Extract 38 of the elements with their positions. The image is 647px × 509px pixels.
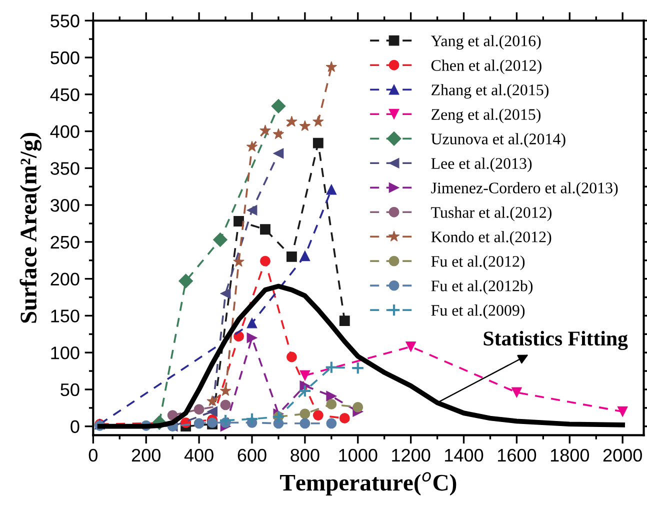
legend-label: Zhang et al.(2015) (432, 84, 548, 99)
y-tick-label: 200 (50, 272, 80, 286)
legend-label: Chen et al.(2012) (431, 60, 542, 74)
y-tick-label: 450 (50, 88, 80, 102)
y-axis-title: Surface Area(m²/g) (20, 132, 42, 323)
legend-label: Fu et al.(2012b) (431, 280, 533, 295)
x-tick-label: 1600 (498, 448, 536, 462)
x-tick-label: 1000 (339, 448, 378, 462)
x-tick-label: 1200 (392, 448, 430, 462)
y-tick-label: 100 (51, 346, 80, 360)
legend-label: Zeng et al.(2015) (432, 108, 541, 124)
x-tick-label: 600 (238, 448, 266, 462)
legend-label: Yang et al.(2016) (430, 35, 541, 50)
legend-label: Lee et al.(2013) (431, 158, 532, 172)
x-tick-label: 1800 (550, 448, 590, 462)
y-tick-label: 150 (51, 310, 80, 322)
x-tick-label: 1400 (445, 448, 484, 462)
x-tick-label: 200 (132, 448, 160, 462)
legend-label: Uzunova et al.(2014) (431, 133, 566, 148)
y-tick-label: 400 (50, 125, 80, 138)
x-axis-title: Temperature($^{o}$C) (280, 472, 456, 496)
x-tick-label: 800 (290, 448, 320, 462)
legend-label: Tushar et al.(2012) (431, 206, 552, 222)
y-tick-label: 50 (60, 383, 80, 396)
x-tick-label: 2000 (603, 448, 642, 462)
x-tick-label: 0 (88, 448, 98, 462)
y-tick-label: 250 (50, 236, 80, 249)
y-tick-label: 300 (50, 198, 80, 212)
x-tick-label: 400 (184, 448, 214, 462)
y-tick-label: 550 (50, 14, 80, 28)
legend-label: Jimenez-Cordero et al.(2013) (431, 182, 618, 197)
y-tick-label: 500 (50, 51, 80, 64)
legend-label: Fu et al.(2012) (431, 256, 525, 270)
y-tick-label: 350 (50, 162, 80, 175)
legend-label: Kondo et al.(2012) (431, 231, 552, 246)
annotation: Statistics Fitting (484, 330, 628, 350)
legend-label: Fu et al.(2009) (431, 304, 525, 320)
y-tick-label: 0 (70, 420, 80, 434)
